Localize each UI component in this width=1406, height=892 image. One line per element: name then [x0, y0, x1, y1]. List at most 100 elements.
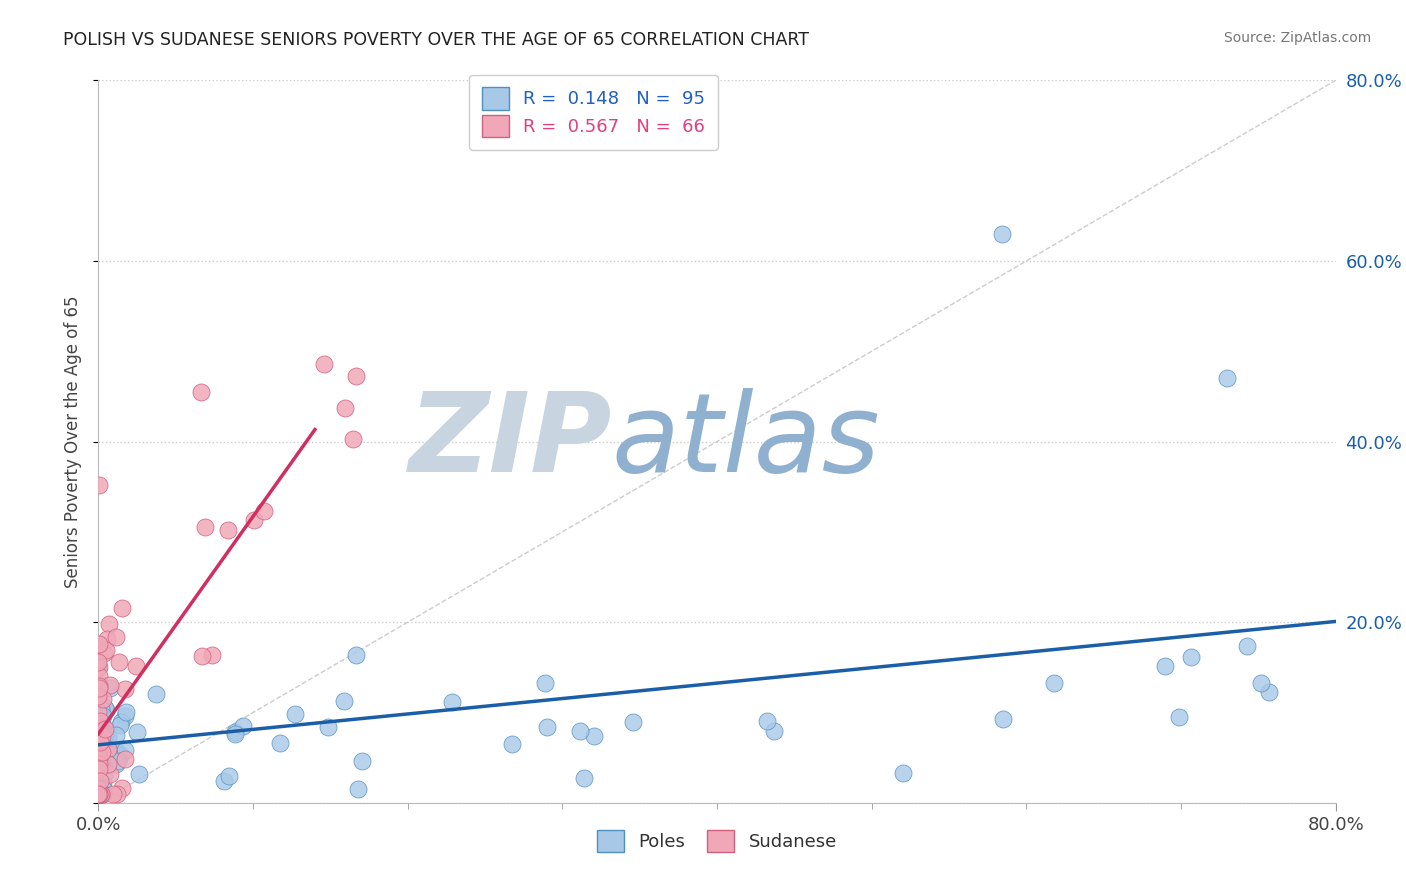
Point — [87, 746, 110, 760]
Point — [87, 739, 110, 754]
Point — [100, 766, 122, 780]
Point — [98, 747, 121, 761]
Point — [96, 738, 118, 752]
Y-axis label: Seniors Poverty Over the Age of 65: Seniors Poverty Over the Age of 65 — [65, 295, 83, 588]
Point — [125, 659, 148, 673]
Point — [91, 775, 114, 789]
Point — [224, 725, 246, 739]
Point — [333, 694, 356, 708]
Point — [87, 744, 110, 758]
Point — [90, 787, 112, 801]
Point — [111, 781, 134, 796]
Point — [115, 705, 138, 719]
Point — [89, 734, 111, 748]
Point — [90, 707, 112, 722]
Point — [91, 756, 114, 770]
Point — [194, 520, 217, 534]
Point — [93, 737, 115, 751]
Point — [98, 678, 121, 692]
Point — [108, 655, 131, 669]
Point — [94, 765, 117, 780]
Point — [94, 722, 117, 736]
Point — [89, 713, 111, 727]
Point — [89, 714, 111, 728]
Point — [87, 787, 110, 801]
Point — [1258, 685, 1281, 699]
Point — [569, 724, 592, 739]
Point — [89, 747, 111, 761]
Point — [87, 787, 110, 801]
Point — [111, 601, 134, 615]
Point — [91, 708, 114, 723]
Point — [232, 719, 254, 733]
Point — [94, 702, 117, 716]
Point — [90, 738, 112, 752]
Point — [242, 513, 264, 527]
Point — [97, 742, 120, 756]
Point — [346, 782, 368, 797]
Point — [214, 773, 236, 788]
Point — [90, 702, 112, 716]
Point — [350, 754, 373, 768]
Point — [89, 677, 111, 691]
Point — [87, 723, 110, 737]
Point — [90, 787, 112, 801]
Point — [583, 729, 606, 743]
Point — [94, 728, 117, 742]
Point — [87, 724, 110, 739]
Point — [501, 737, 523, 751]
Point — [114, 708, 136, 723]
Point — [89, 731, 111, 745]
Point — [572, 771, 595, 785]
Point — [87, 765, 110, 780]
Point — [90, 734, 112, 748]
Point — [87, 756, 110, 771]
Point — [87, 660, 110, 674]
Point — [87, 787, 110, 801]
Point — [621, 714, 644, 729]
Point — [87, 746, 110, 760]
Point — [191, 648, 214, 663]
Point — [253, 504, 276, 518]
Point — [104, 743, 127, 757]
Point — [87, 679, 110, 693]
Point — [128, 766, 150, 780]
Point — [93, 783, 115, 797]
Point — [97, 617, 120, 632]
Point — [990, 227, 1012, 241]
Point — [101, 787, 124, 801]
Point — [89, 773, 111, 788]
Point — [87, 758, 110, 772]
Point — [89, 735, 111, 749]
Point — [110, 718, 132, 732]
Point — [89, 660, 111, 674]
Point — [91, 691, 114, 706]
Point — [93, 646, 115, 660]
Point — [1216, 371, 1239, 385]
Point — [89, 736, 111, 750]
Point — [87, 787, 110, 801]
Point — [536, 719, 558, 733]
Point — [284, 707, 307, 722]
Point — [98, 681, 121, 695]
Point — [1154, 659, 1177, 673]
Point — [218, 769, 240, 783]
Point — [104, 757, 127, 772]
Point — [90, 697, 112, 711]
Point — [89, 732, 111, 747]
Point — [314, 358, 336, 372]
Point — [87, 721, 110, 735]
Point — [89, 721, 111, 735]
Point — [1236, 639, 1258, 653]
Point — [346, 648, 368, 662]
Point — [89, 706, 111, 721]
Point — [114, 681, 136, 696]
Text: POLISH VS SUDANESE SENIORS POVERTY OVER THE AGE OF 65 CORRELATION CHART: POLISH VS SUDANESE SENIORS POVERTY OVER … — [63, 31, 810, 49]
Point — [756, 714, 779, 728]
Point — [534, 676, 557, 690]
Point — [87, 762, 110, 776]
Point — [89, 681, 111, 695]
Point — [93, 787, 115, 801]
Point — [90, 787, 112, 801]
Point — [97, 757, 120, 772]
